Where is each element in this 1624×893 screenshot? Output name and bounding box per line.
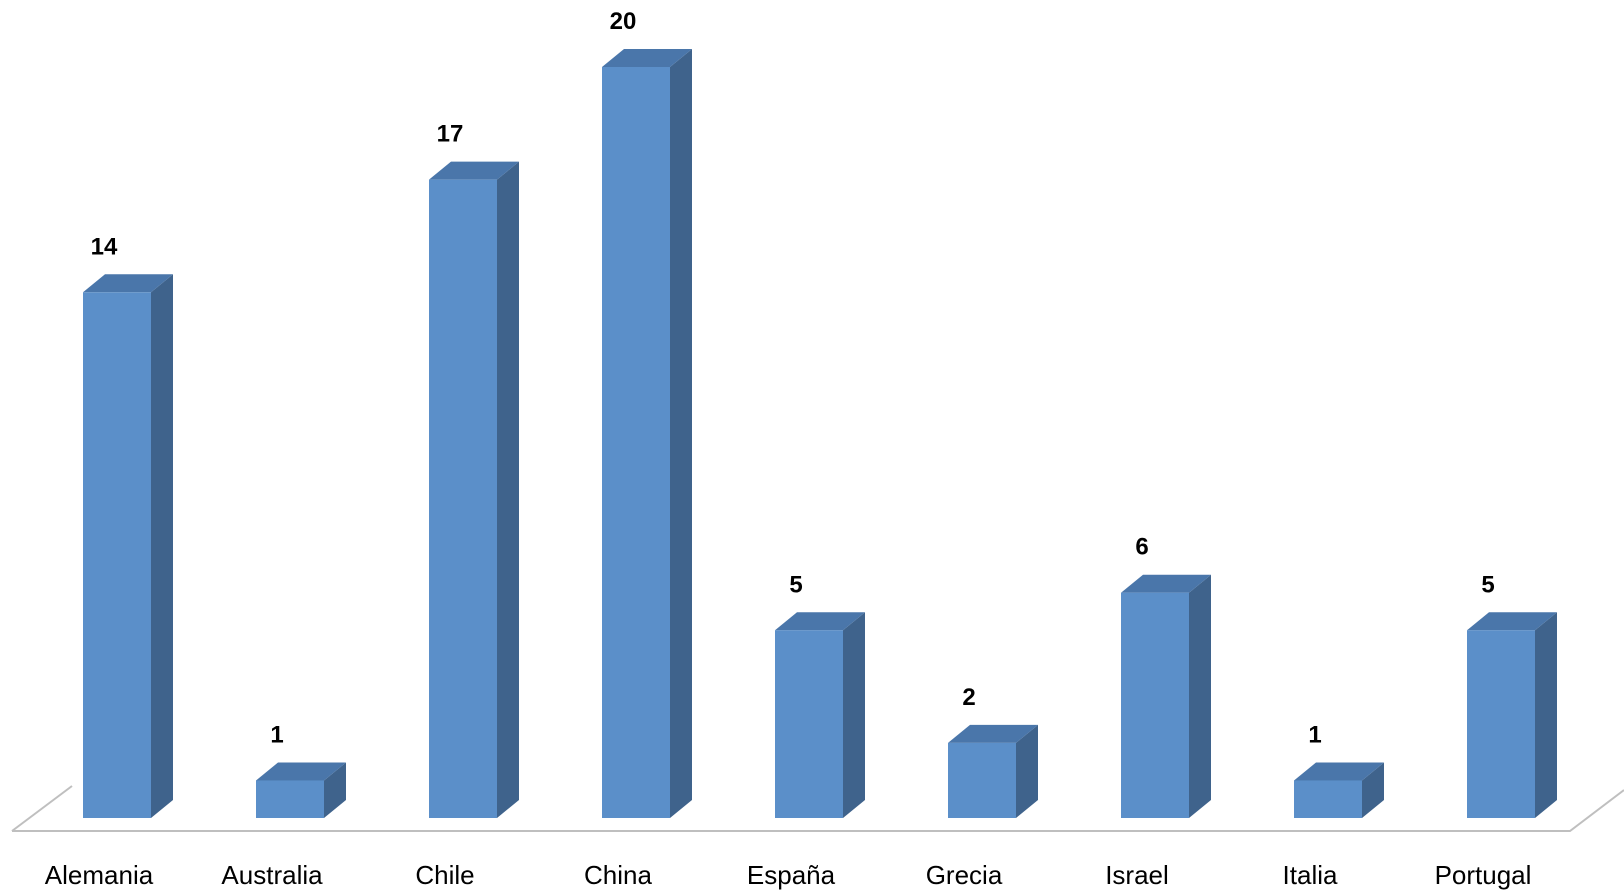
tick-label-portugal: Portugal: [1435, 860, 1532, 890]
data-label-alemania: 14: [91, 233, 118, 260]
bar-side-face: [1362, 762, 1384, 818]
tick-label-espana: España: [747, 860, 836, 890]
bar-side-face: [1535, 612, 1557, 818]
x-axis-tick-labels: Alemania Australia Chile China España Grecia I…: [45, 860, 1532, 890]
data-label-italia: 1: [1308, 721, 1321, 748]
bar-espana: [775, 612, 865, 818]
data-label-portugal: 5: [1481, 571, 1494, 598]
bar-top-face: [1121, 574, 1211, 593]
tick-label-chile: Chile: [415, 860, 474, 890]
bar-grecia: [948, 724, 1038, 818]
bar-side-face: [151, 274, 173, 818]
bar-portugal: [1467, 612, 1557, 818]
bar-side-face: [670, 49, 692, 818]
tick-label-grecia: Grecia: [926, 860, 1003, 890]
bar-side-face: [1016, 724, 1038, 818]
bar-front-face: [602, 67, 670, 818]
bar-series: [83, 49, 1557, 818]
bar-front-face: [83, 292, 151, 818]
tick-label-alemania: Alemania: [45, 860, 154, 890]
bar-side-face: [324, 762, 346, 818]
bar-top-face: [1294, 762, 1384, 781]
bar-top-face: [256, 762, 346, 781]
bar-top-face: [429, 161, 519, 180]
bar-top-face: [948, 724, 1038, 743]
data-label-espana: 5: [789, 571, 802, 598]
bar-front-face: [429, 179, 497, 818]
bar-italia: [1294, 762, 1384, 818]
bar-israel: [1121, 574, 1211, 818]
tick-label-italia: Italia: [1283, 860, 1338, 890]
bar-side-face: [497, 161, 519, 818]
bar-chile: [429, 161, 519, 818]
bar-front-face: [256, 780, 324, 818]
bar-top-face: [775, 612, 865, 631]
tick-label-australia: Australia: [221, 860, 323, 890]
bar-top-face: [602, 49, 692, 67]
bar-alemania: [83, 274, 173, 818]
tick-label-china: China: [584, 860, 652, 890]
bar-front-face: [1294, 780, 1362, 818]
bar-front-face: [1121, 592, 1189, 818]
bar-china: [602, 49, 692, 818]
data-labels: 14 1 17 20 5 2 6 1 5: [91, 8, 1495, 748]
tick-label-israel: Israel: [1105, 860, 1169, 890]
floor-line: [11, 785, 1624, 832]
bar-top-face: [83, 274, 173, 293]
data-label-israel: 6: [1135, 534, 1148, 561]
data-label-grecia: 2: [962, 684, 975, 711]
bar-front-face: [948, 742, 1016, 818]
bar-australia: [256, 762, 346, 818]
chart-floor: [11, 785, 1624, 832]
data-label-chile: 17: [437, 121, 464, 148]
bar-side-face: [1189, 574, 1211, 818]
bar-side-face: [843, 612, 865, 818]
data-label-australia: 1: [270, 721, 283, 748]
bar-front-face: [1467, 630, 1535, 818]
data-label-china: 20: [610, 8, 637, 35]
bar-front-face: [775, 630, 843, 818]
bar-top-face: [1467, 612, 1557, 631]
